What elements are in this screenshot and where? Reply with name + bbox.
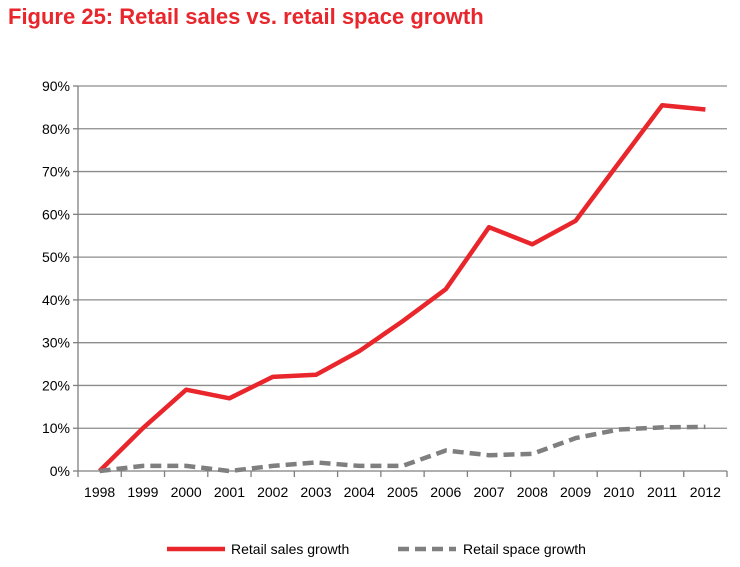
x-tick-label: 2012 (690, 484, 721, 500)
legend-label: Retail space growth (463, 541, 586, 557)
series-line-retail-sales-growth (98, 103, 706, 473)
x-tick-label: 2000 (171, 484, 202, 500)
y-tick-label: 50% (42, 249, 70, 265)
x-tick-label: 2007 (473, 484, 504, 500)
y-tick-label: 10% (42, 420, 70, 436)
x-tick-label: 2003 (300, 484, 331, 500)
x-tick-label: 2009 (560, 484, 591, 500)
y-tick-label: 20% (42, 377, 70, 393)
x-axis-ticks: 1998 1999 2000 2001 2002 2003 2004 2005 2006 2007… (84, 484, 721, 500)
y-tick-label: 30% (42, 335, 70, 351)
x-tick-label: 2010 (603, 484, 634, 500)
x-tick-label: 2002 (257, 484, 288, 500)
y-tick-label: 0% (50, 463, 70, 479)
y-tick-label: 70% (42, 164, 70, 180)
x-tick-label: 2006 (430, 484, 461, 500)
y-axis-ticks: 0% 10% 20% 30% 40% 50% 60% 70% 80% 90% (42, 78, 70, 479)
x-tick-label: 1998 (84, 484, 115, 500)
series-line-retail-space-growth (99, 424, 706, 474)
y-tick-label: 40% (42, 292, 70, 308)
series-lines (98, 103, 706, 474)
y-tick-label: 90% (42, 78, 70, 94)
grid-lines (78, 85, 727, 429)
legend-label: Retail sales growth (231, 541, 349, 557)
y-tick-label: 60% (42, 206, 70, 222)
figure-title: Figure 25: Retail sales vs. retail space… (8, 4, 484, 29)
x-tick-label: 1999 (127, 484, 158, 500)
x-tick-label: 2008 (517, 484, 548, 500)
legend: Retail sales growth Retail space growth (167, 541, 586, 557)
axes (73, 85, 728, 477)
x-tick-label: 2005 (387, 484, 418, 500)
x-tick-label: 2001 (214, 484, 245, 500)
x-tick-label: 2004 (344, 484, 375, 500)
y-tick-label: 80% (42, 121, 70, 137)
x-tick-label: 2011 (647, 484, 677, 500)
